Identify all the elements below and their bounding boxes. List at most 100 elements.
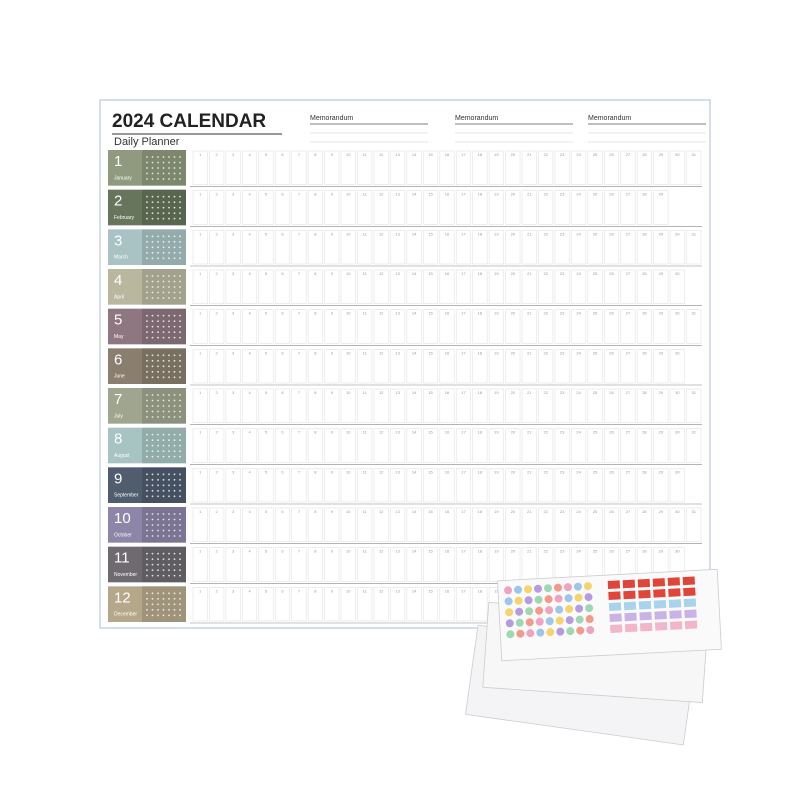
day-number: 2: [216, 192, 219, 197]
sticker-dot: [525, 618, 534, 627]
day-number: 16: [445, 152, 450, 157]
day-cell: [192, 428, 208, 463]
day-cell: [258, 309, 274, 344]
sticker-tab: [683, 598, 697, 608]
subtitle: Daily Planner: [114, 136, 180, 148]
month-number: 1: [114, 153, 122, 170]
day-number: 28: [642, 469, 647, 474]
day-cell: [620, 428, 636, 463]
mini-day: [168, 410, 170, 413]
mini-day: [173, 478, 176, 481]
mini-day: [151, 235, 154, 238]
day-number: 5: [265, 152, 268, 157]
mini-day: [146, 354, 148, 357]
day-number: 11: [363, 509, 368, 514]
day-cell: [423, 230, 439, 265]
day-number: 18: [478, 350, 483, 355]
sticker-dot: [504, 586, 513, 595]
mini-day: [146, 320, 148, 323]
day-cell: [472, 150, 488, 185]
mini-day: [173, 450, 176, 453]
day-number: 14: [412, 390, 417, 395]
day-number: 28: [642, 311, 647, 316]
day-cell: [373, 388, 389, 423]
day-number: 25: [593, 231, 598, 236]
mini-day: [146, 217, 148, 220]
day-number: 23: [560, 152, 565, 157]
day-number: 13: [395, 311, 400, 316]
month-name: October: [114, 532, 132, 538]
day-number: 1: [199, 192, 202, 197]
day-number: 6: [281, 588, 284, 593]
day-cell: [439, 388, 455, 423]
month-number: 2: [114, 193, 122, 210]
mini-day: [151, 354, 154, 357]
day-number: 13: [395, 390, 400, 395]
day-cell: [390, 349, 406, 384]
day-cell: [209, 507, 225, 542]
mini-day: [168, 240, 170, 243]
day-number: 29: [659, 192, 664, 197]
month-number: 10: [114, 510, 131, 527]
memo-label: Memorandum: [310, 115, 353, 122]
mini-day: [162, 235, 165, 238]
mini-day: [157, 394, 159, 396]
day-cell: [620, 150, 636, 185]
day-number: 1: [199, 549, 202, 554]
mini-day: [179, 195, 181, 198]
day-cell: [307, 269, 323, 304]
day-cell: [521, 150, 537, 185]
mini-day: [179, 433, 181, 436]
day-number: 16: [445, 231, 450, 236]
day-cell: [242, 190, 258, 225]
mini-day: [146, 365, 148, 368]
day-number: 16: [445, 311, 450, 316]
day-number: 19: [494, 588, 499, 593]
mini-day: [146, 478, 148, 481]
day-number: 10: [346, 152, 351, 157]
sticker-dot: [534, 595, 543, 604]
day-number: 26: [609, 152, 614, 157]
mini-day: [168, 394, 170, 396]
mini-day: [151, 455, 154, 458]
sticker-dot: [573, 582, 582, 591]
day-cell: [439, 428, 455, 463]
mini-day: [151, 592, 154, 595]
mini-day: [168, 354, 170, 357]
day-number: 24: [576, 430, 581, 435]
mini-day: [168, 405, 170, 407]
day-number: 6: [281, 469, 284, 474]
mini-day: [162, 513, 165, 515]
memo-label: Memorandum: [455, 115, 498, 122]
mini-day: [162, 399, 165, 402]
mini-day: [157, 297, 159, 299]
day-cell: [423, 190, 439, 225]
day-cell: [242, 150, 258, 185]
mini-day: [179, 331, 181, 334]
day-cell: [439, 150, 455, 185]
day-number: 12: [379, 390, 384, 395]
mini-day: [168, 416, 170, 418]
sticker-dot: [575, 615, 584, 624]
day-cell: [291, 309, 307, 344]
day-number: 7: [298, 588, 301, 593]
day-cell: [669, 309, 685, 344]
day-number: 7: [298, 152, 301, 157]
day-number: 18: [478, 549, 483, 554]
sticker-tab: [623, 601, 637, 611]
mini-day: [179, 473, 181, 476]
day-number: 20: [511, 509, 516, 514]
day-number: 23: [560, 509, 565, 514]
day-cell: [554, 150, 570, 185]
mini-day: [146, 275, 148, 277]
day-cell: [669, 269, 685, 304]
day-cell: [225, 150, 241, 185]
day-number: 13: [395, 231, 400, 236]
day-number: 22: [543, 231, 548, 236]
day-cell: [225, 269, 241, 304]
day-cell: [620, 230, 636, 265]
day-number: 5: [265, 311, 268, 316]
day-cell: [225, 468, 241, 503]
day-cell: [357, 309, 373, 344]
day-number: 23: [560, 311, 565, 316]
